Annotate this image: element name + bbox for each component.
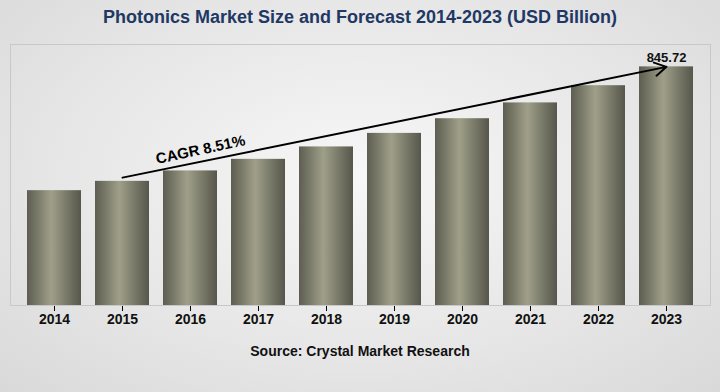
svg-text:2018: 2018 <box>311 311 342 327</box>
svg-text:845.72: 845.72 <box>647 50 687 65</box>
svg-text:CAGR 8.51%: CAGR 8.51% <box>154 131 246 167</box>
svg-text:2019: 2019 <box>379 311 410 327</box>
svg-text:2015: 2015 <box>107 311 138 327</box>
svg-text:2014: 2014 <box>39 311 70 327</box>
svg-text:2023: 2023 <box>651 311 682 327</box>
svg-text:2017: 2017 <box>243 311 274 327</box>
svg-text:2021: 2021 <box>515 311 546 327</box>
html-text:Photonics Market Size and Fore: Photonics Market Size and Forecast 2014-… <box>102 7 618 27</box>
svg-text:2016: 2016 <box>175 311 206 327</box>
svg-text:2022: 2022 <box>583 311 614 327</box>
svg-text:2020: 2020 <box>447 311 478 327</box>
html-text:Source: Crystal Market Researc: Source: Crystal Market Research <box>250 343 470 359</box>
